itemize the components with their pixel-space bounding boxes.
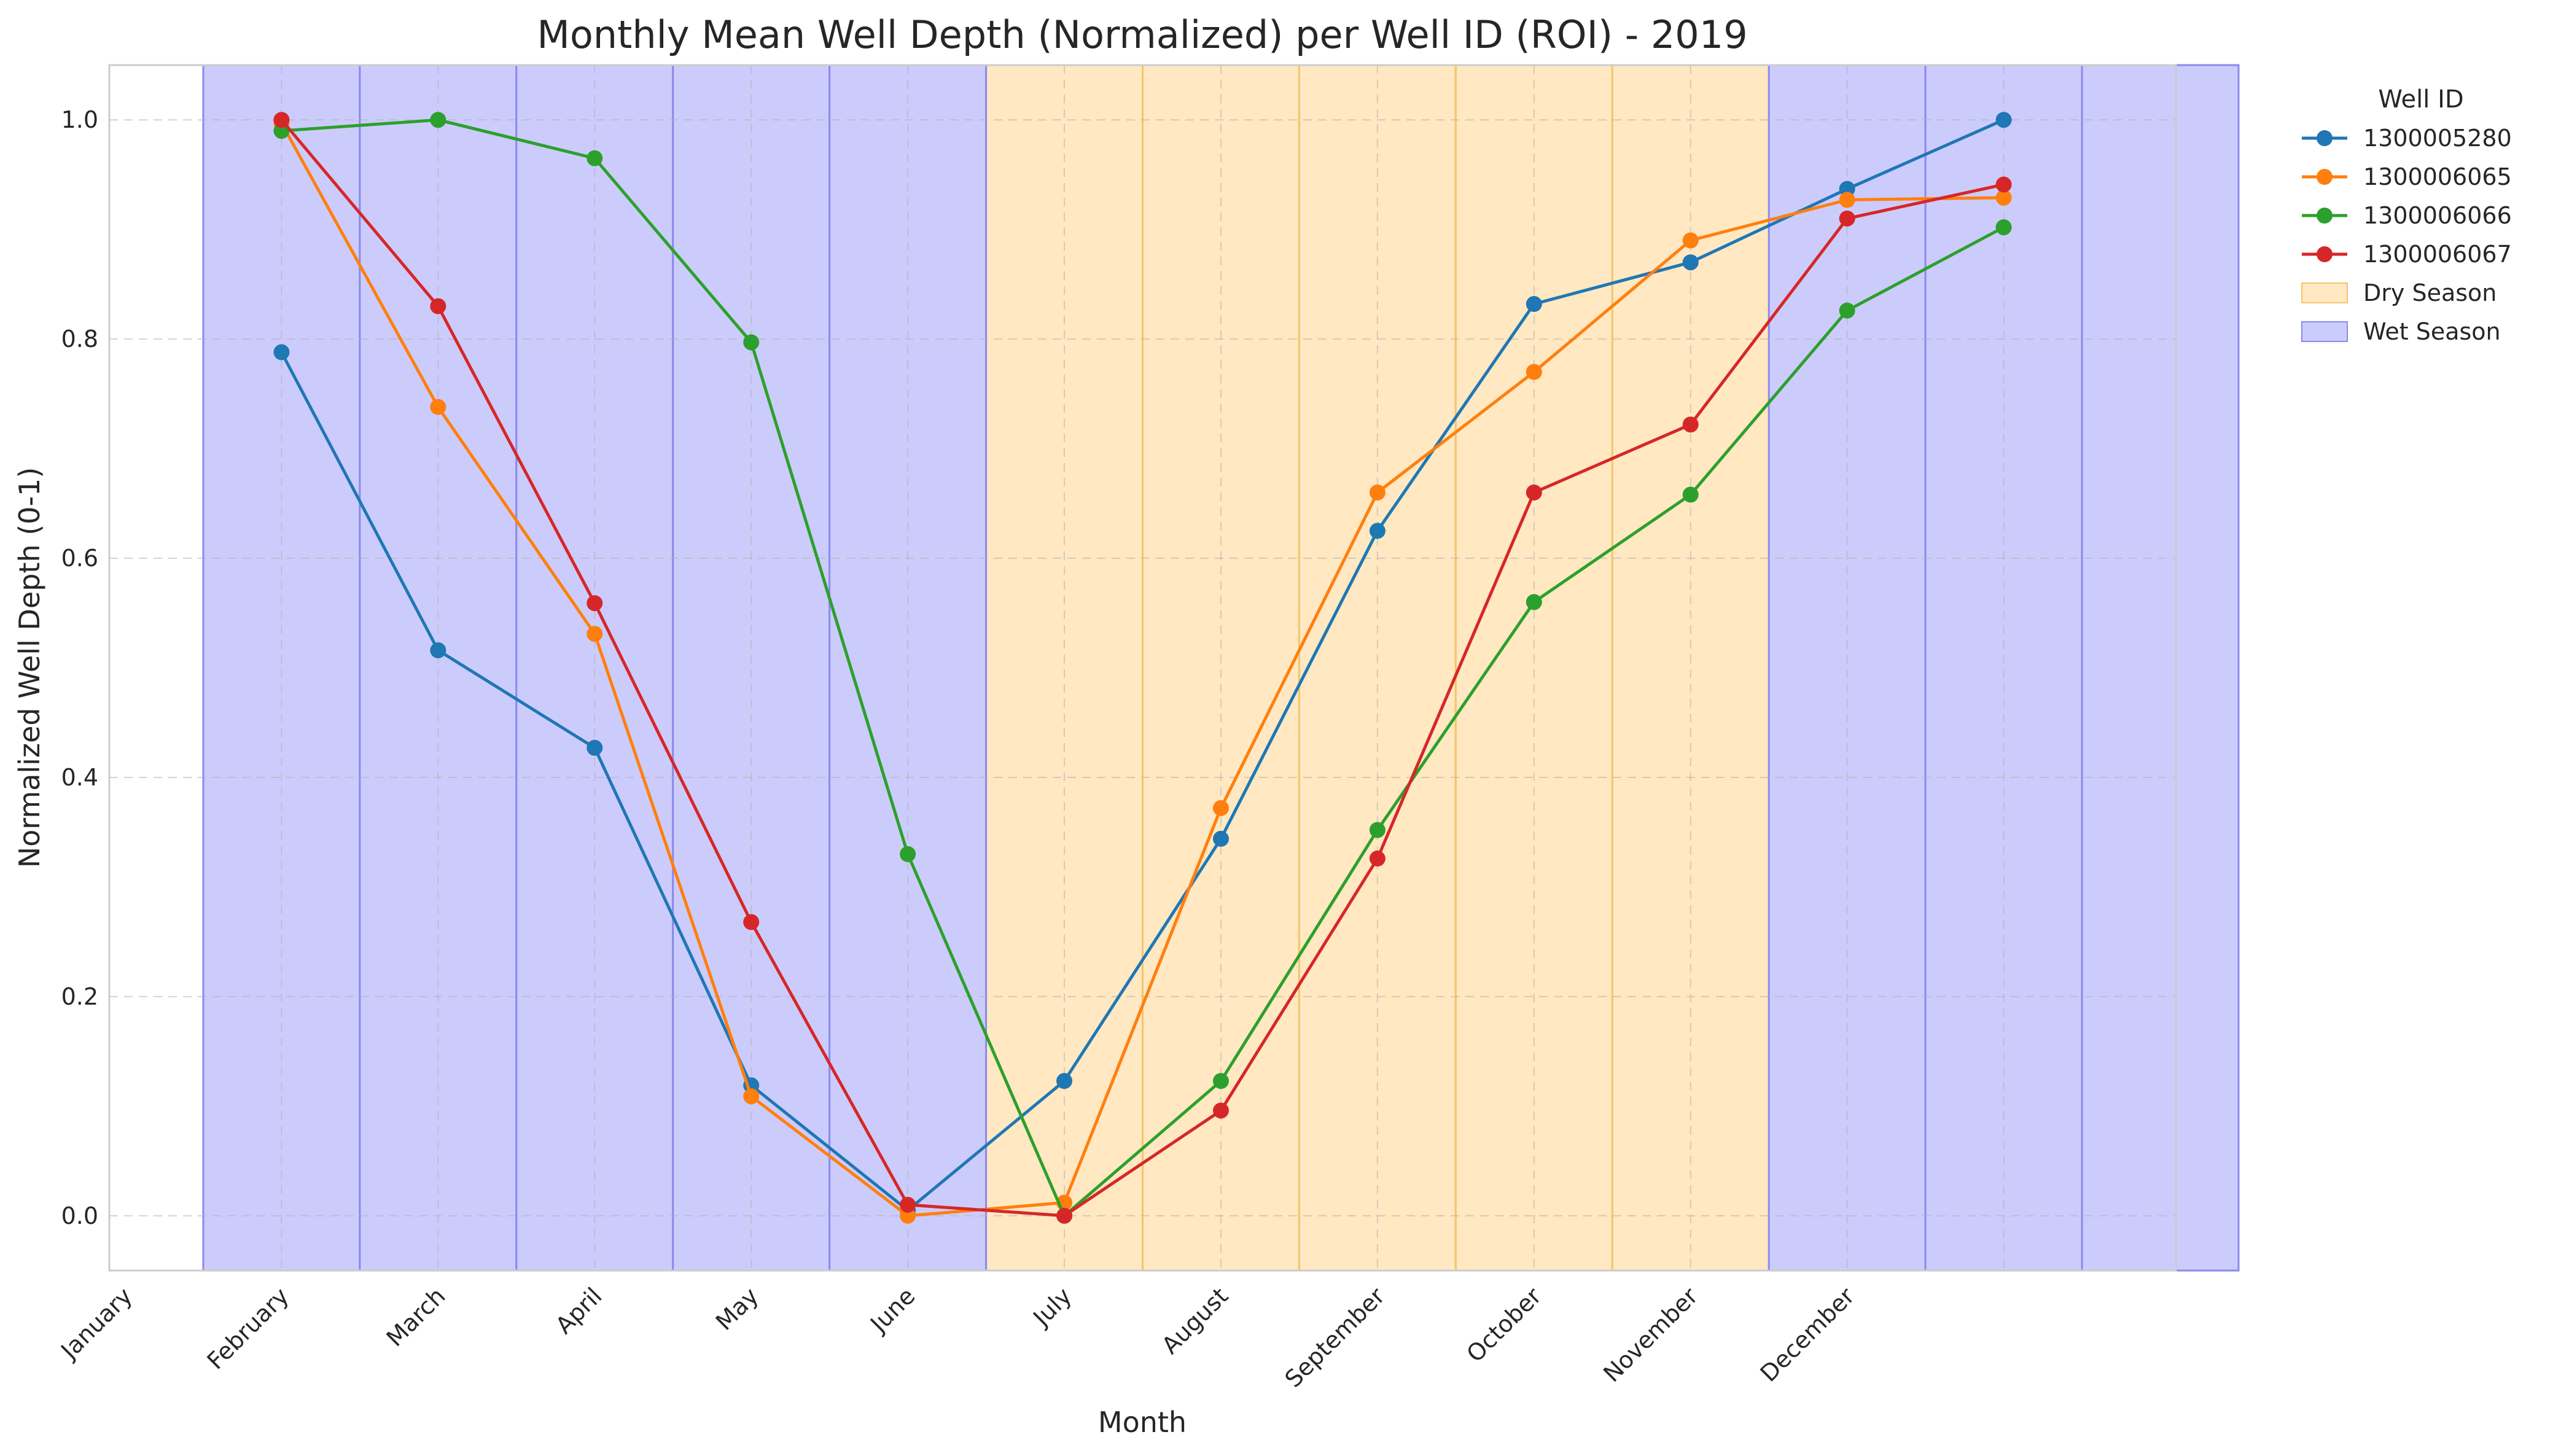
legend-item-dry-season: Dry Season — [2301, 279, 2497, 306]
y-tick-label: 1.0 — [61, 106, 98, 133]
legend-marker — [2317, 246, 2333, 262]
y-tick-label: 0.0 — [61, 1202, 98, 1229]
y-axis-label: Normalized Well Depth (0-1) — [13, 467, 46, 868]
data-point — [430, 642, 446, 658]
data-point — [587, 626, 603, 642]
data-point — [1995, 189, 2012, 206]
y-tick-label: 0.2 — [61, 983, 98, 1010]
series-layer — [273, 112, 2012, 1224]
y-tick-label: 0.6 — [61, 545, 98, 572]
legend-item-wet-season: Wet Season — [2301, 318, 2501, 345]
data-point — [273, 344, 290, 360]
data-point — [1056, 1207, 1073, 1224]
data-point — [430, 112, 446, 128]
legend-label: 1300006067 — [2363, 241, 2512, 268]
data-point — [1526, 364, 1542, 380]
legend-marker — [2317, 130, 2333, 146]
x-axis-label: Month — [1098, 1406, 1187, 1439]
legend-patch — [2301, 321, 2348, 342]
data-point — [273, 112, 290, 128]
data-point — [1369, 523, 1386, 539]
data-point — [430, 298, 446, 314]
data-point — [743, 334, 760, 351]
data-point — [1526, 484, 1542, 500]
data-point — [1839, 302, 1855, 319]
data-point — [1682, 254, 1699, 271]
legend-label: 1300005280 — [2363, 125, 2512, 152]
series-1300005280 — [273, 112, 2012, 1218]
data-point — [1056, 1073, 1073, 1089]
legend-item-1300006066: 1300006066 — [2302, 202, 2512, 229]
legend-patch — [2301, 282, 2348, 303]
data-point — [1995, 219, 2012, 236]
grid — [109, 65, 2176, 1271]
data-point — [1682, 416, 1699, 433]
data-point — [1995, 176, 2012, 193]
data-point — [900, 1207, 916, 1224]
legend-label: Wet Season — [2363, 318, 2501, 345]
data-point — [1212, 1102, 1229, 1119]
data-point — [1369, 851, 1386, 867]
data-point — [1839, 192, 1855, 208]
legend-item-1300006067: 1300006067 — [2302, 241, 2512, 268]
legend-item-1300005280: 1300005280 — [2302, 125, 2512, 152]
y-tick-label: 0.4 — [61, 764, 98, 791]
y-tick-label: 0.8 — [61, 325, 98, 352]
chart-title: Monthly Mean Well Depth (Normalized) per… — [537, 12, 1747, 57]
data-point — [587, 739, 603, 756]
legend-item-1300006065: 1300006065 — [2302, 163, 2512, 190]
data-point — [1682, 232, 1699, 249]
data-point — [1212, 800, 1229, 816]
legend-marker — [2317, 169, 2333, 185]
y-tick-labels: 0.0 0.2 0.4 0.6 0.8 1.0 — [61, 106, 98, 1229]
data-point — [430, 399, 446, 415]
data-point — [1526, 594, 1542, 610]
data-point — [900, 1196, 916, 1213]
data-point — [1212, 830, 1229, 847]
data-point — [587, 150, 603, 166]
data-point — [743, 1088, 760, 1105]
data-point — [1369, 484, 1386, 500]
data-point — [900, 846, 916, 862]
legend: Well ID 1300005280 1300006065 1300006066 13… — [2301, 85, 2512, 345]
series-1300006065 — [273, 115, 2012, 1224]
data-point — [1369, 822, 1386, 838]
plot-frame — [108, 64, 2177, 1272]
data-point — [1526, 296, 1542, 313]
legend-label: 1300006066 — [2363, 202, 2512, 229]
data-point — [1839, 210, 1855, 227]
series-line — [280, 118, 2005, 1212]
legend-label: Dry Season — [2363, 279, 2497, 306]
data-point — [743, 914, 760, 930]
series-1300006067 — [273, 112, 2012, 1224]
series-line — [280, 119, 2005, 1218]
data-point — [587, 595, 603, 612]
data-point — [1682, 486, 1699, 503]
legend-title: Well ID — [2378, 85, 2463, 114]
legend-label: 1300006065 — [2363, 163, 2512, 190]
data-point — [1839, 181, 1855, 197]
legend-marker — [2317, 208, 2333, 224]
wet-season-band — [2081, 64, 2240, 1272]
series-line — [280, 122, 2004, 1218]
data-point — [1212, 1073, 1229, 1089]
series-line — [281, 118, 2005, 1218]
data-point — [1995, 112, 2012, 128]
